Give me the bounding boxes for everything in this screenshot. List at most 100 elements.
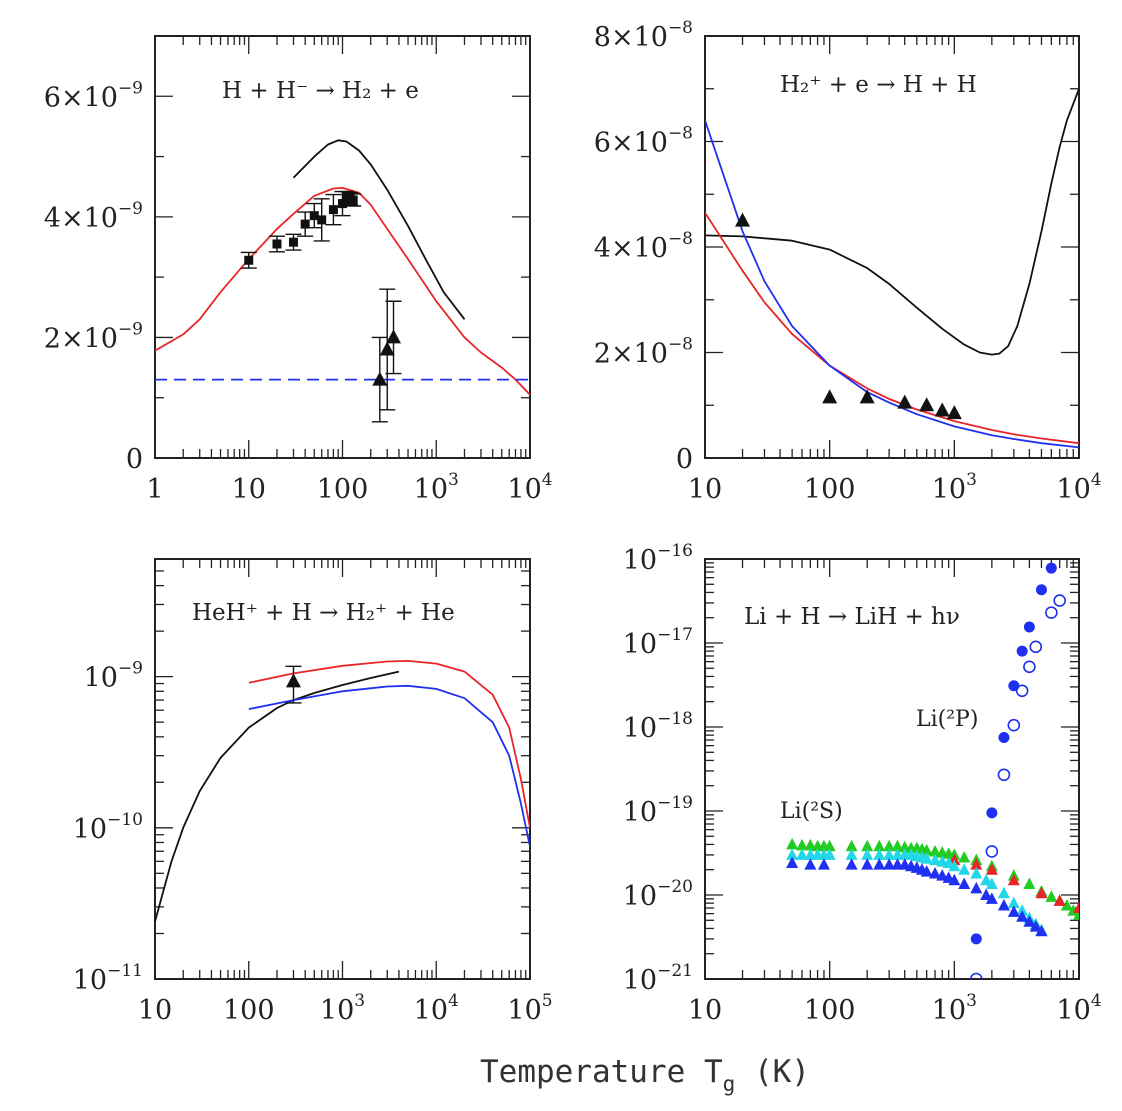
data-point-circle-filled	[970, 933, 982, 945]
x-tick-label: 103	[932, 470, 977, 505]
data-point-circle-open	[1053, 594, 1066, 607]
data-point-triangle	[823, 839, 836, 852]
data-point-triangle	[1007, 873, 1020, 886]
data-point-triangle	[1016, 904, 1029, 916]
data-point-triangle	[985, 877, 998, 890]
y-tick-label: 0	[676, 444, 693, 475]
data-point-triangle	[1073, 901, 1079, 914]
data-point-circle-open	[969, 972, 983, 979]
data-point-triangle	[948, 873, 961, 886]
x-tick-label: 104	[507, 470, 552, 505]
y-tick-label: 4×10−9	[44, 199, 143, 234]
data-point-triangle	[786, 848, 799, 860]
y-tick-label: 10−20	[623, 877, 693, 912]
data-point-triangle	[970, 858, 983, 870]
y-tick-label: 10−9	[84, 659, 143, 694]
x-axis-title: Temperature Tg (K)	[480, 1054, 810, 1096]
plot-frame	[704, 558, 1080, 980]
x-tick-label: 100	[223, 995, 275, 1026]
data-point-triangle	[796, 838, 809, 851]
data-point-triangle	[804, 838, 817, 851]
data-point-triangle	[948, 859, 961, 872]
data-point-triangle	[796, 848, 809, 860]
data-point-triangle	[997, 886, 1010, 899]
x-tick-label: 104	[1056, 991, 1101, 1026]
y-tick-label: 6×10−8	[594, 124, 693, 159]
panel-h-hminus: 1 10 100 103 104 0 2×10−9 4×10−9 6×10−9	[44, 35, 553, 505]
x-ticks	[704, 36, 1074, 458]
data-point-square	[328, 205, 338, 215]
data-point-triangle	[883, 839, 896, 852]
data-point-triangle	[823, 848, 836, 860]
data-point-triangle	[946, 405, 962, 420]
data-point-square	[272, 239, 282, 249]
x-tick-label: 105	[507, 991, 552, 1026]
y-tick-label: 10−18	[623, 709, 693, 744]
data-point-triangle	[985, 863, 998, 875]
series-line-blue	[705, 120, 1079, 449]
x-tick-label: 103	[320, 991, 365, 1026]
data-point-circle-filled	[1035, 584, 1047, 596]
x-tick-label: 100	[804, 995, 856, 1026]
data-point-square	[288, 237, 298, 247]
panel1-title: H + H⁻ → H₂ + e	[222, 78, 419, 104]
panel-heh-plus-h: 10 100 103 104 105 10−11 10−10 10−9	[73, 558, 553, 1026]
data-point-triangle	[1023, 877, 1036, 890]
data-point-triangle	[845, 858, 858, 870]
data-point-circle-open	[985, 845, 999, 858]
data-point-triangle	[861, 839, 874, 852]
data-point-triangle	[873, 839, 886, 852]
data-point-circle-open	[1023, 660, 1036, 674]
y-ticks	[155, 35, 530, 459]
li-2p-label: Li(²P)	[916, 707, 978, 732]
data-point-triangle	[285, 673, 301, 688]
panel3-title: HeH⁺ + H → H₂⁺ + He	[192, 600, 455, 626]
data-point-triangle	[920, 852, 933, 864]
data-point-circle-filled	[1016, 645, 1028, 657]
x-ticks	[154, 559, 527, 979]
y-tick-label: 8×10−8	[594, 18, 693, 53]
data-point-triangle	[1053, 894, 1066, 906]
series-line-red	[705, 212, 1079, 445]
y-tick-label: 10−16	[623, 541, 693, 576]
data-point-circle-filled	[986, 807, 998, 819]
plot-area	[786, 562, 1079, 979]
x-tick-label: 103	[932, 991, 977, 1026]
y-ticks	[705, 35, 1079, 459]
data-point-triangle	[980, 888, 993, 900]
data-point-triangle	[919, 397, 935, 412]
data-point-triangle	[980, 873, 993, 886]
data-point-triangle	[891, 839, 904, 852]
data-point-circle-open	[1007, 718, 1021, 732]
y-ticks	[705, 558, 1079, 980]
data-point-triangle	[958, 877, 971, 890]
data-point-triangle	[1007, 896, 1020, 909]
y-tick-label: 2×10−9	[44, 319, 143, 354]
series-line-black	[705, 88, 1079, 356]
data-point-triangle	[883, 848, 896, 860]
data-point-square	[309, 211, 319, 221]
data-point-triangle	[372, 371, 388, 386]
y-tick-label: 10−10	[73, 810, 143, 845]
data-point-triangle	[1016, 910, 1029, 922]
series-line-red	[155, 187, 530, 396]
series-line-black	[292, 139, 466, 320]
series-line-black	[155, 670, 400, 922]
data-point-triangle	[735, 212, 751, 227]
data-point-triangle	[817, 858, 830, 870]
plot-area	[705, 88, 1079, 449]
x-tick-label: 100	[317, 474, 369, 505]
data-point-square	[300, 219, 310, 229]
data-point-triangle	[804, 858, 817, 870]
y-ticks	[155, 558, 530, 980]
y-tick-label: 10−21	[623, 961, 693, 996]
data-point-square	[244, 255, 254, 265]
data-point-triangle	[1035, 924, 1048, 937]
plot-area	[155, 660, 530, 922]
data-point-triangle	[1060, 898, 1073, 911]
data-point-triangle	[883, 858, 896, 870]
data-point-triangle	[859, 389, 875, 404]
data-point-circle-filled	[1045, 562, 1057, 574]
data-point-triangle	[897, 394, 913, 409]
